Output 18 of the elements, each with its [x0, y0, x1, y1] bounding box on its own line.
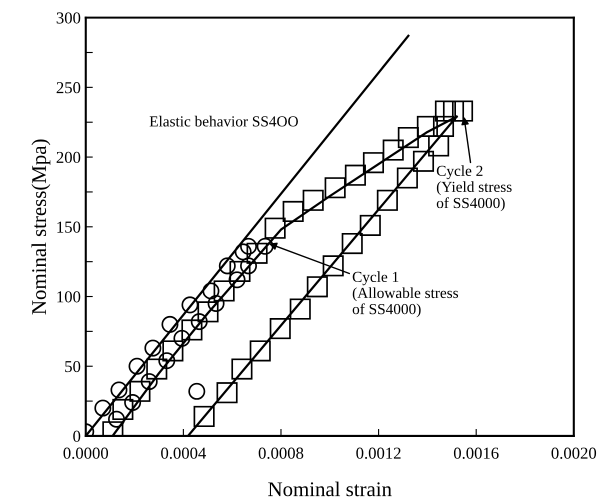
y-tick-label: 150 — [57, 222, 80, 233]
annotation: Elastic behavior SS4OO — [150, 116, 298, 127]
y-tick-label: 300 — [56, 12, 80, 24]
y-tick-label: 100 — [57, 291, 80, 302]
y-tick-label: 250 — [56, 82, 80, 94]
x-tick-label: 0.0016 — [454, 448, 499, 459]
annotation: Cycle 2 (Yield stress of SS4000) — [436, 165, 512, 212]
x-tick-label: 0.0012 — [356, 448, 401, 459]
x-tick-label: 0.0008 — [258, 448, 304, 459]
x-tick-label: 0.0000 — [63, 448, 108, 459]
x-tick-label: 0.0020 — [552, 448, 596, 459]
x-axis-title: Nominal strain — [268, 482, 392, 496]
y-tick-label: 200 — [56, 152, 80, 164]
y-axis-title: Nominal stress(Mpa) — [31, 139, 50, 314]
y-tick-label: 50 — [65, 360, 80, 372]
x-tick-label: 0.0004 — [161, 448, 206, 459]
annotation: Cycle 1 (Allowable stress of SS4000) — [352, 271, 458, 318]
y-tick-label: 0 — [73, 430, 80, 442]
